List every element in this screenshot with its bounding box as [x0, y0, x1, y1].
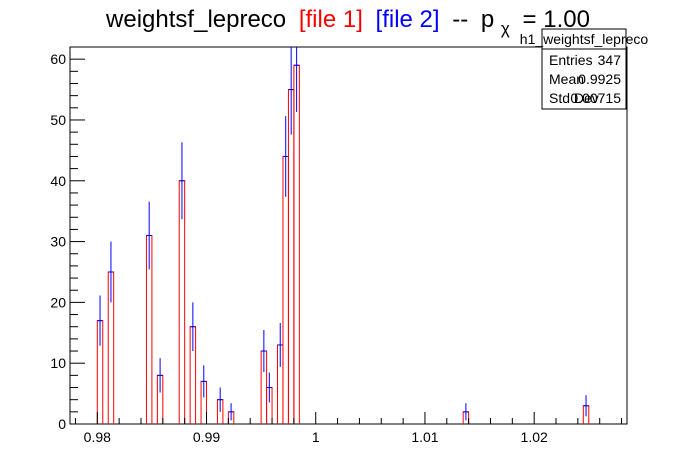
y-tick-label: 0 [58, 416, 66, 432]
stats-stddev-label: Std Dev [549, 90, 599, 106]
stats-box: h1_weightsf_lepreco Entries 347 Mean 0.9… [520, 28, 649, 110]
stats-name: h1_weightsf_lepreco [520, 31, 649, 47]
plot-frame [69, 46, 628, 425]
y-tick-label: 40 [50, 173, 66, 189]
y-tick-label: 30 [50, 234, 66, 250]
x-tick-label: 1.02 [521, 429, 548, 445]
y-tick-label: 20 [50, 294, 66, 310]
title-file2: [file 2] [376, 6, 440, 33]
title-main: weightsf_lepreco [105, 6, 286, 33]
x-tick-label: 1 [312, 429, 320, 445]
title-p: p [481, 6, 494, 33]
stats-entries-label: Entries [549, 52, 593, 68]
stats-mean-label: Mean [549, 71, 584, 87]
stats-mean-value: 0.9925 [578, 71, 621, 87]
histogram-bars [96, 47, 590, 424]
x-tick-label: 0.98 [84, 429, 111, 445]
y-tick-label: 10 [50, 355, 66, 371]
x-tick-label: 1.01 [411, 429, 438, 445]
stats-entries-value: 347 [598, 52, 622, 68]
x-tick-label: 0.99 [193, 429, 220, 445]
axes: 0.98 0.99 1 1.01 1.02 0 10 20 30 40 50 60 [50, 46, 623, 445]
title-separator: -- [452, 6, 468, 33]
y-tick-label: 60 [50, 51, 66, 67]
y-tick-label: 50 [50, 112, 66, 128]
stats-stddev-value: 0.00715 [570, 90, 621, 106]
stats-box-frame [541, 28, 627, 110]
title-subscript: χ [501, 19, 510, 38]
title-file1: [file 1] [299, 6, 363, 33]
